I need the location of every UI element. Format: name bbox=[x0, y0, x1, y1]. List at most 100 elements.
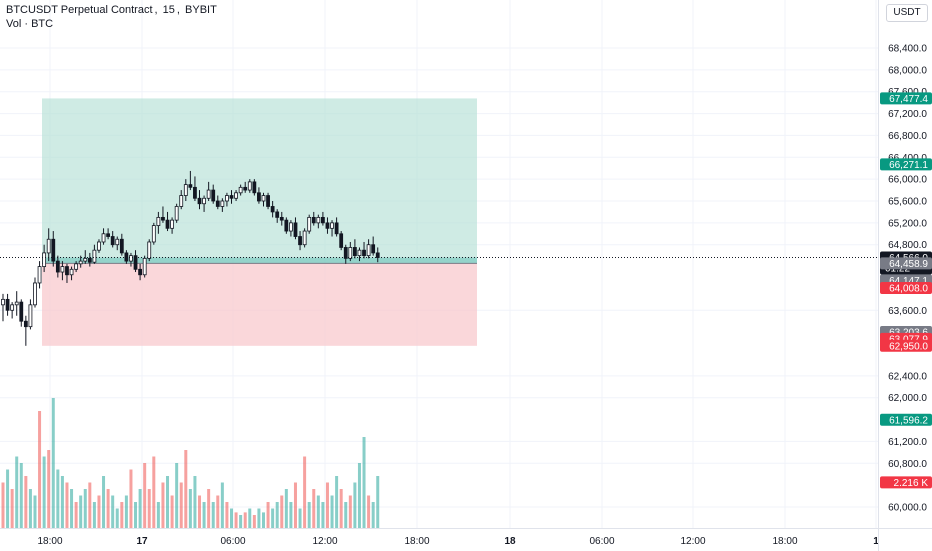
time-tick-label: 06:00 bbox=[589, 536, 614, 547]
candle-body bbox=[247, 181, 252, 191]
candle bbox=[115, 236, 120, 251]
candle-body bbox=[302, 230, 307, 246]
price-tick-label: 66,800.0 bbox=[888, 131, 927, 142]
candles bbox=[1, 170, 380, 346]
volume-bar bbox=[74, 502, 78, 528]
volume-bar bbox=[120, 502, 124, 528]
volume-bar bbox=[371, 502, 375, 528]
stop-zone[interactable] bbox=[42, 263, 477, 346]
volume-bar bbox=[138, 489, 142, 528]
candle bbox=[33, 277, 37, 308]
volume-bar bbox=[97, 495, 101, 528]
volume-bar bbox=[225, 502, 229, 528]
currency-button[interactable]: USDT bbox=[886, 4, 928, 22]
time-axis[interactable]: 18:00 17 06:00 12:00 18:00 18 06:00 12:00 18:00 1 bbox=[0, 528, 878, 551]
candlestick-chart[interactable] bbox=[0, 0, 878, 528]
candle bbox=[357, 247, 362, 262]
candle bbox=[266, 192, 270, 210]
volume-bar bbox=[60, 476, 64, 528]
candle-body bbox=[87, 257, 92, 263]
candle-body bbox=[339, 233, 344, 248]
price-tick-label: 60,800.0 bbox=[888, 459, 927, 470]
candle bbox=[133, 250, 138, 273]
candle-body bbox=[161, 216, 165, 221]
candle-body bbox=[266, 195, 270, 207]
volume-bar bbox=[198, 495, 202, 528]
volume-bar bbox=[193, 476, 197, 528]
time-tick-label: 12:00 bbox=[312, 536, 337, 547]
volume-bar bbox=[10, 489, 14, 528]
candle-body bbox=[78, 260, 83, 265]
candle bbox=[197, 190, 202, 210]
axis-corner bbox=[878, 528, 932, 551]
volume-bar bbox=[134, 502, 138, 528]
volume-legend: Vol · BTC bbox=[6, 18, 53, 30]
candle bbox=[14, 291, 19, 316]
volume-bar bbox=[24, 476, 28, 528]
price-tick-label: 65,200.0 bbox=[888, 218, 927, 229]
volume-bar bbox=[1, 482, 5, 528]
price-tick-label: 66,400.0 bbox=[888, 153, 927, 164]
candle-body bbox=[275, 211, 280, 218]
volume-bar bbox=[179, 482, 183, 528]
candle-body bbox=[174, 206, 179, 221]
legend-symbol[interactable]: BTCUSDT Perpetual Contract bbox=[6, 4, 153, 16]
volume-bar bbox=[111, 495, 115, 528]
price-badge-label: 64,458.9 bbox=[889, 259, 928, 270]
candle-body bbox=[60, 266, 65, 273]
candle bbox=[206, 181, 211, 201]
candle-body bbox=[147, 241, 152, 259]
candle bbox=[5, 293, 10, 316]
candle-body bbox=[211, 189, 216, 202]
volume-bar bbox=[79, 495, 83, 528]
target-zone[interactable] bbox=[42, 98, 477, 264]
candle bbox=[69, 266, 74, 281]
time-scale[interactable]: 18:00 17 06:00 12:00 18:00 18 06:00 12:00 18:00 1 bbox=[0, 529, 878, 551]
candle bbox=[10, 302, 15, 319]
time-tick-label: 18:00 bbox=[404, 536, 429, 547]
volume-bar bbox=[234, 512, 238, 528]
price-axis[interactable]: 68,400.068,000.067,600.067,200.066,800.0… bbox=[878, 0, 932, 528]
candle bbox=[275, 209, 280, 223]
volume-bar bbox=[325, 482, 329, 528]
volume-bar bbox=[65, 482, 69, 528]
time-tick-label: 18:00 bbox=[37, 536, 62, 547]
candle bbox=[339, 231, 344, 251]
candle bbox=[211, 184, 216, 204]
price-tick-label: 63,600.0 bbox=[888, 306, 927, 317]
symbol-legend: BTCUSDT Perpetual Contract, 15, BYBIT bbox=[6, 4, 217, 16]
candle bbox=[147, 239, 152, 262]
volume-bar bbox=[266, 502, 270, 528]
candle-body bbox=[289, 222, 293, 232]
candle bbox=[279, 211, 284, 226]
chart-pane[interactable]: BTCUSDT Perpetual Contract, 15, BYBIT Vo… bbox=[0, 0, 878, 528]
candle-body bbox=[115, 238, 120, 246]
price-scale[interactable]: 68,400.068,000.067,600.067,200.066,800.0… bbox=[879, 0, 932, 528]
candle bbox=[234, 190, 238, 201]
candle bbox=[352, 239, 357, 259]
price-tick-label: 67,200.0 bbox=[888, 109, 927, 120]
legend-volume-label[interactable]: Vol · BTC bbox=[6, 18, 54, 30]
volume-bar bbox=[51, 398, 55, 528]
candle bbox=[87, 252, 92, 267]
candle bbox=[37, 261, 42, 289]
candle bbox=[65, 263, 69, 283]
volume-bar bbox=[6, 469, 10, 528]
volume-bar bbox=[275, 502, 279, 528]
candle bbox=[78, 255, 83, 268]
candle-body bbox=[197, 197, 202, 205]
volume-bar bbox=[161, 482, 165, 528]
candle bbox=[325, 217, 330, 234]
candle-body bbox=[74, 263, 79, 270]
candle-body bbox=[279, 216, 284, 221]
time-tick-label: 06:00 bbox=[220, 536, 245, 547]
volume-bar bbox=[143, 463, 147, 528]
volume-bar bbox=[357, 463, 361, 528]
candle-body bbox=[106, 233, 111, 237]
legend-interval[interactable]: 15 bbox=[162, 4, 175, 16]
volume-bar bbox=[70, 489, 74, 528]
candle-body bbox=[206, 189, 211, 199]
candle-body bbox=[352, 247, 357, 257]
candle-body bbox=[243, 186, 248, 191]
volume-bar bbox=[284, 489, 288, 528]
